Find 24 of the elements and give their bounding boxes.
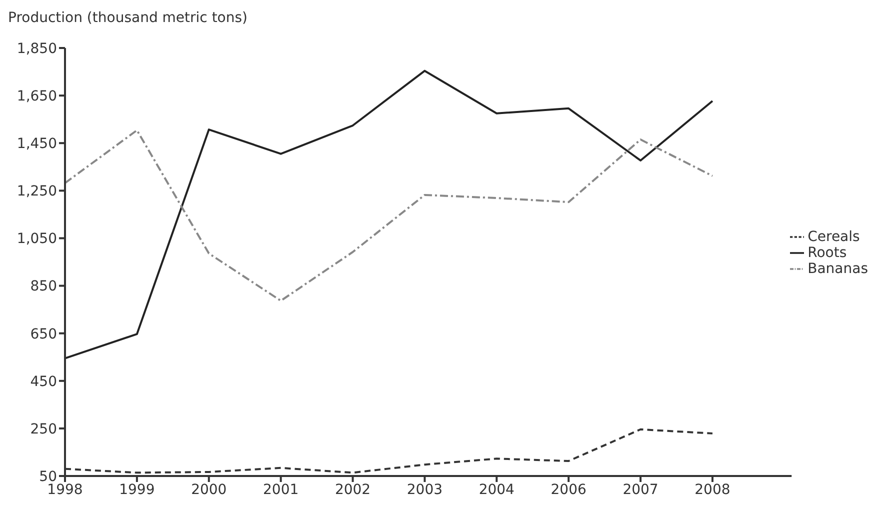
- y-tick-label: 1,650: [16, 88, 57, 105]
- legend-label: Bananas: [808, 261, 868, 277]
- y-tick-label: 250: [30, 421, 57, 438]
- x-tick-label: 2007: [622, 482, 658, 498]
- y-tick-label: 1,850: [16, 40, 57, 57]
- x-tick-label: 2000: [191, 482, 227, 498]
- x-tick-label: 2004: [478, 482, 515, 498]
- x-tick-label: 2003: [406, 482, 443, 498]
- y-tick-label: 1,450: [16, 136, 57, 152]
- legend-label: Roots: [808, 245, 847, 261]
- y-tick-label: 1,050: [16, 231, 57, 248]
- y-tick-label: 850: [30, 278, 57, 295]
- x-tick-label: 2008: [694, 482, 730, 498]
- x-tick-label: 1999: [119, 482, 155, 498]
- y-tick-label: 650: [30, 326, 57, 342]
- line-series: [64, 129, 714, 302]
- x-tick-label: 2006: [550, 482, 586, 498]
- x-tick-label: 2001: [263, 482, 299, 498]
- y-tick-label: 450: [30, 374, 57, 390]
- y-axis-title: Production (thousand metric tons): [8, 10, 248, 26]
- legend-label: Cereals: [808, 229, 860, 245]
- x-tick-label: 2002: [334, 482, 371, 498]
- line-series: [64, 70, 714, 360]
- y-tick-label: 1,250: [16, 184, 57, 200]
